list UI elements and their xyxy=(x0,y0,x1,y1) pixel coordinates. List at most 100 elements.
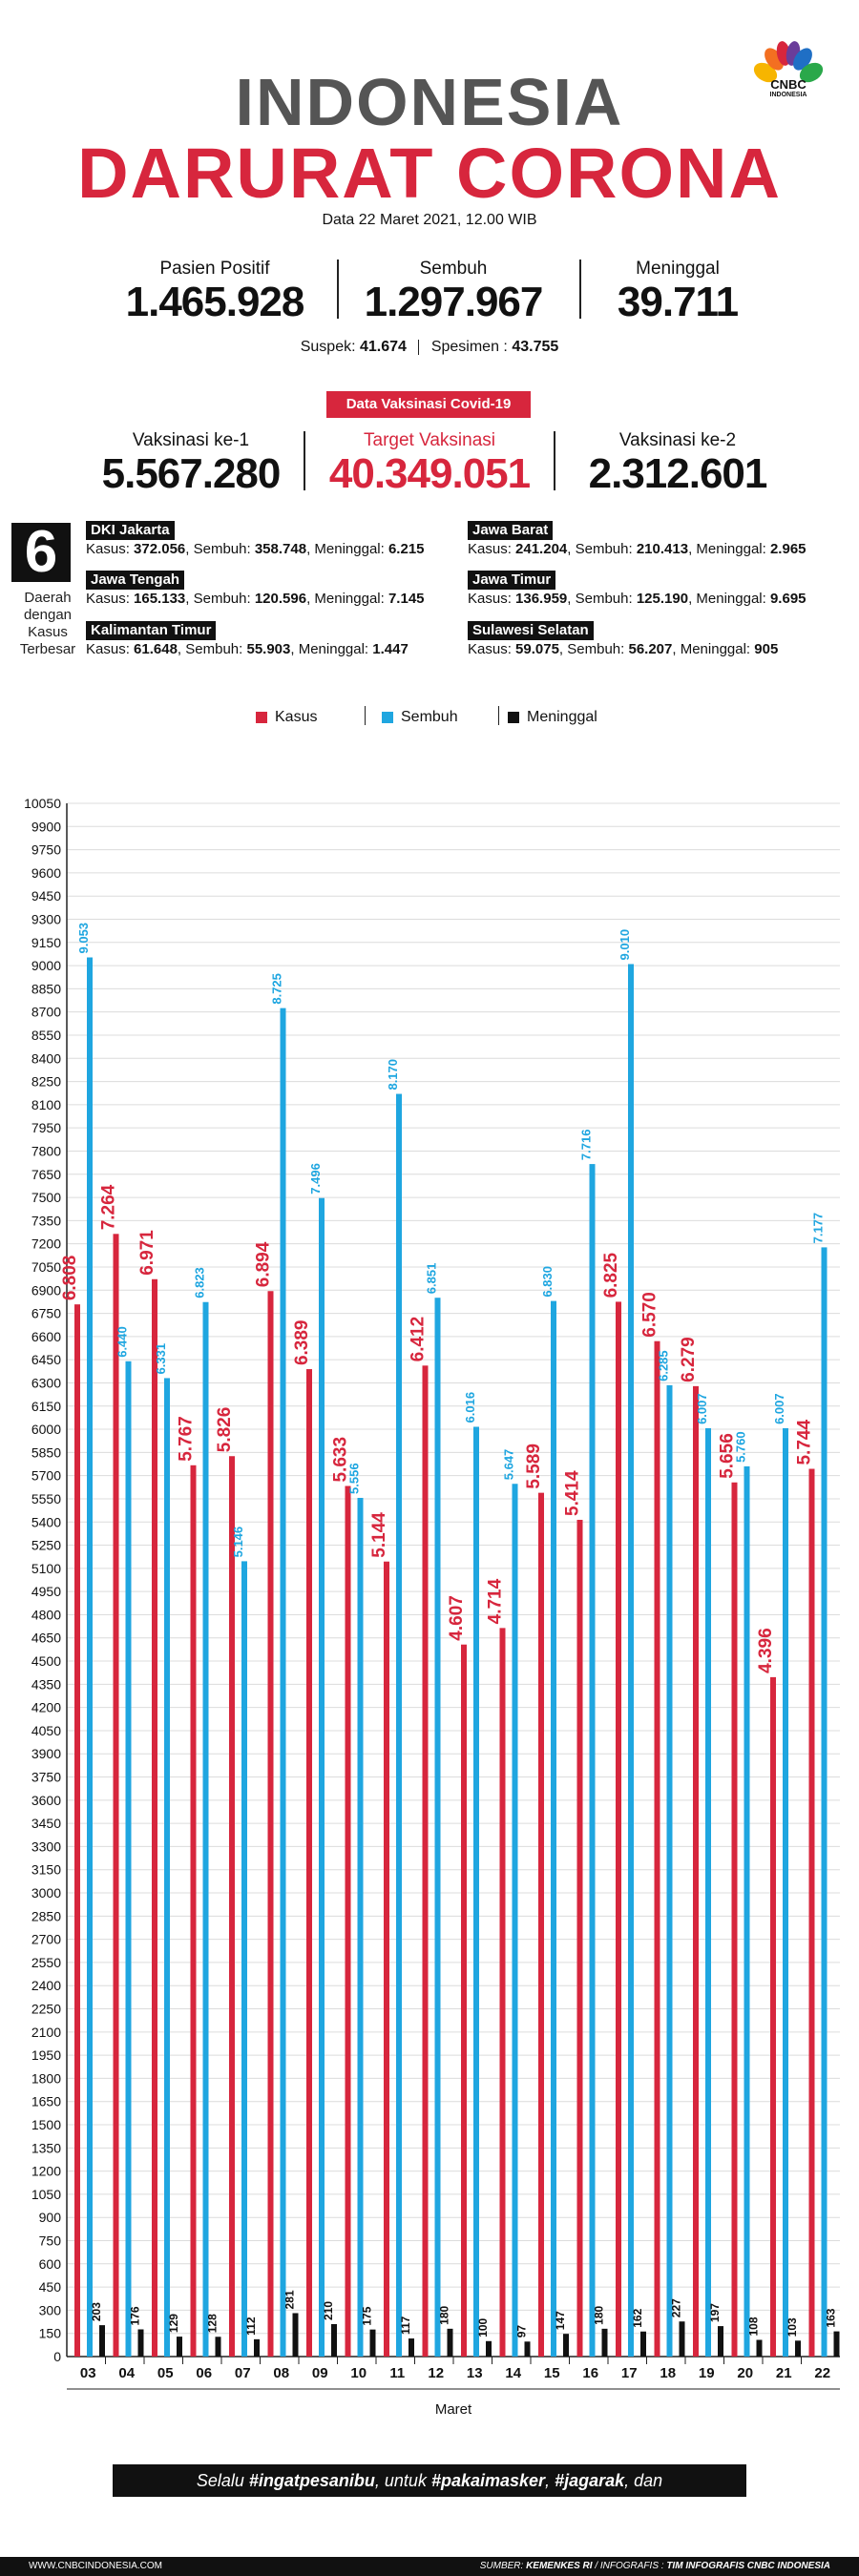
y-tick-label: 2400 xyxy=(31,1978,61,1993)
data-label-meninggal: 203 xyxy=(90,2302,103,2321)
y-tick-label: 5700 xyxy=(31,1468,61,1484)
data-label-sembuh: 5.760 xyxy=(734,1431,748,1463)
bar-kasus xyxy=(267,1291,274,2357)
bar-kasus xyxy=(693,1385,699,2357)
data-label-sembuh: 5.556 xyxy=(347,1463,362,1494)
y-tick-label: 4200 xyxy=(31,1700,61,1715)
data-label-meninggal: 175 xyxy=(361,2306,374,2325)
title-line-2: DARURAT CORONA xyxy=(77,134,782,213)
y-tick-label: 2700 xyxy=(31,1932,61,1947)
data-label-kasus: 6.808 xyxy=(60,1256,80,1301)
stat-divider xyxy=(337,260,339,319)
data-label-meninggal: 210 xyxy=(322,2301,335,2320)
bar-kasus xyxy=(654,1340,660,2357)
bar-sembuh xyxy=(744,1465,750,2357)
vaksin-target-label: Target Vaksinasi xyxy=(364,430,495,450)
y-tick-label: 8400 xyxy=(31,1050,61,1066)
y-tick-label: 9150 xyxy=(31,935,61,950)
region-name: Jawa Tengah xyxy=(86,571,185,590)
data-label-sembuh: 6.285 xyxy=(657,1350,671,1381)
data-label-sembuh: 5.146 xyxy=(231,1527,245,1558)
data-label-meninggal: 227 xyxy=(670,2298,683,2317)
y-tick-label: 5400 xyxy=(31,1514,61,1529)
y-tick-label: 9450 xyxy=(31,888,61,904)
x-tick-label: 15 xyxy=(544,2365,560,2381)
bar-sembuh xyxy=(164,1378,170,2357)
data-label-kasus: 5.826 xyxy=(215,1407,235,1453)
data-label-meninggal: 117 xyxy=(399,2316,412,2335)
data-label-kasus: 6.279 xyxy=(679,1337,699,1382)
bar-kasus xyxy=(384,1561,389,2357)
data-label-meninggal: 147 xyxy=(554,2311,567,2330)
data-label-kasus: 5.656 xyxy=(718,1433,738,1479)
y-tick-label: 300 xyxy=(39,2302,62,2317)
y-tick-label: 5250 xyxy=(31,1538,61,1553)
data-label-kasus: 5.589 xyxy=(524,1444,544,1489)
y-tick-label: 8100 xyxy=(31,1097,61,1112)
data-label-meninggal: 103 xyxy=(786,2317,799,2337)
sub-stats: Suspek: 41.674 Spesimen : 43.755 xyxy=(0,339,859,356)
y-tick-label: 4050 xyxy=(31,1723,61,1738)
data-label-sembuh: 6.440 xyxy=(115,1326,130,1358)
y-tick-label: 9750 xyxy=(31,842,61,858)
data-label-kasus: 5.633 xyxy=(331,1437,351,1483)
y-tick-label: 8700 xyxy=(31,1005,61,1020)
data-label-sembuh: 6.016 xyxy=(463,1392,477,1423)
meninggal-label: Meninggal xyxy=(636,259,720,279)
bar-kasus xyxy=(345,1485,351,2357)
data-label-sembuh: 9.053 xyxy=(76,923,91,954)
region-detail: Kasus: 61.648, Sembuh: 55.903, Meninggal… xyxy=(86,641,409,657)
bar-meninggal xyxy=(756,2339,763,2357)
data-label-meninggal: 197 xyxy=(708,2303,722,2322)
bar-sembuh xyxy=(319,1197,325,2357)
bar-sembuh xyxy=(280,1008,286,2357)
bar-kasus xyxy=(422,1365,429,2357)
y-tick-label: 1200 xyxy=(31,2164,61,2179)
bar-sembuh xyxy=(821,1247,828,2357)
data-label-sembuh: 9.010 xyxy=(618,929,632,961)
y-tick-label: 4950 xyxy=(31,1584,61,1599)
stat-divider xyxy=(579,260,581,319)
vaksin-ke2-value: 2.312.601 xyxy=(588,450,768,497)
region-name: Jawa Timur xyxy=(468,571,556,590)
data-label-sembuh: 6.007 xyxy=(772,1393,786,1424)
bar-kasus xyxy=(576,1519,583,2357)
y-tick-label: 6900 xyxy=(31,1282,61,1298)
cnbc-peacock-logo-icon xyxy=(753,41,824,83)
data-label-meninggal: 281 xyxy=(283,2290,297,2309)
y-tick-label: 2550 xyxy=(31,1955,61,1970)
region-block: Kalimantan Timur Kasus: 61.648, Sembuh: … xyxy=(86,621,409,659)
y-tick-label: 3300 xyxy=(31,1839,61,1854)
sembuh-label: Sembuh xyxy=(419,259,488,279)
y-tick-label: 3000 xyxy=(31,1885,61,1901)
sub-stats-divider xyxy=(418,339,420,355)
meninggal-value: 39.711 xyxy=(617,279,739,325)
vaksin-badge: Data Vaksinasi Covid-19 xyxy=(326,391,531,418)
bar-kasus xyxy=(770,1676,776,2357)
y-tick-label: 7650 xyxy=(31,1167,61,1182)
bar-kasus xyxy=(731,1482,738,2357)
y-tick-label: 5550 xyxy=(31,1491,61,1506)
bar-sembuh xyxy=(357,1497,364,2357)
positif-label: Pasien Positif xyxy=(159,259,270,279)
x-axis-label: Maret xyxy=(435,2401,472,2418)
data-label-sembuh: 6.851 xyxy=(425,1263,439,1295)
x-tick-label: 08 xyxy=(273,2365,289,2381)
x-tick-label: 12 xyxy=(428,2365,444,2381)
logo-text: CNBC xyxy=(770,77,807,92)
bar-kasus xyxy=(461,1644,467,2357)
bar-kasus xyxy=(229,1456,235,2357)
x-tick-label: 11 xyxy=(389,2365,405,2381)
footer-bar: WWW.CNBCINDONESIA.COM SUMBER: KEMENKES R… xyxy=(0,2557,859,2576)
y-tick-label: 3900 xyxy=(31,1746,61,1761)
y-tick-label: 7800 xyxy=(31,1143,61,1158)
x-tick-label: 04 xyxy=(118,2365,135,2381)
data-label-kasus: 6.570 xyxy=(640,1292,660,1338)
y-tick-label: 1050 xyxy=(31,2187,61,2202)
legend-sembuh: Sembuh xyxy=(382,710,458,725)
bar-sembuh xyxy=(434,1298,441,2357)
x-tick-label: 22 xyxy=(814,2365,830,2381)
y-tick-label: 450 xyxy=(39,2279,62,2295)
x-tick-label: 21 xyxy=(776,2365,792,2381)
data-label-sembuh: 5.647 xyxy=(502,1449,516,1481)
